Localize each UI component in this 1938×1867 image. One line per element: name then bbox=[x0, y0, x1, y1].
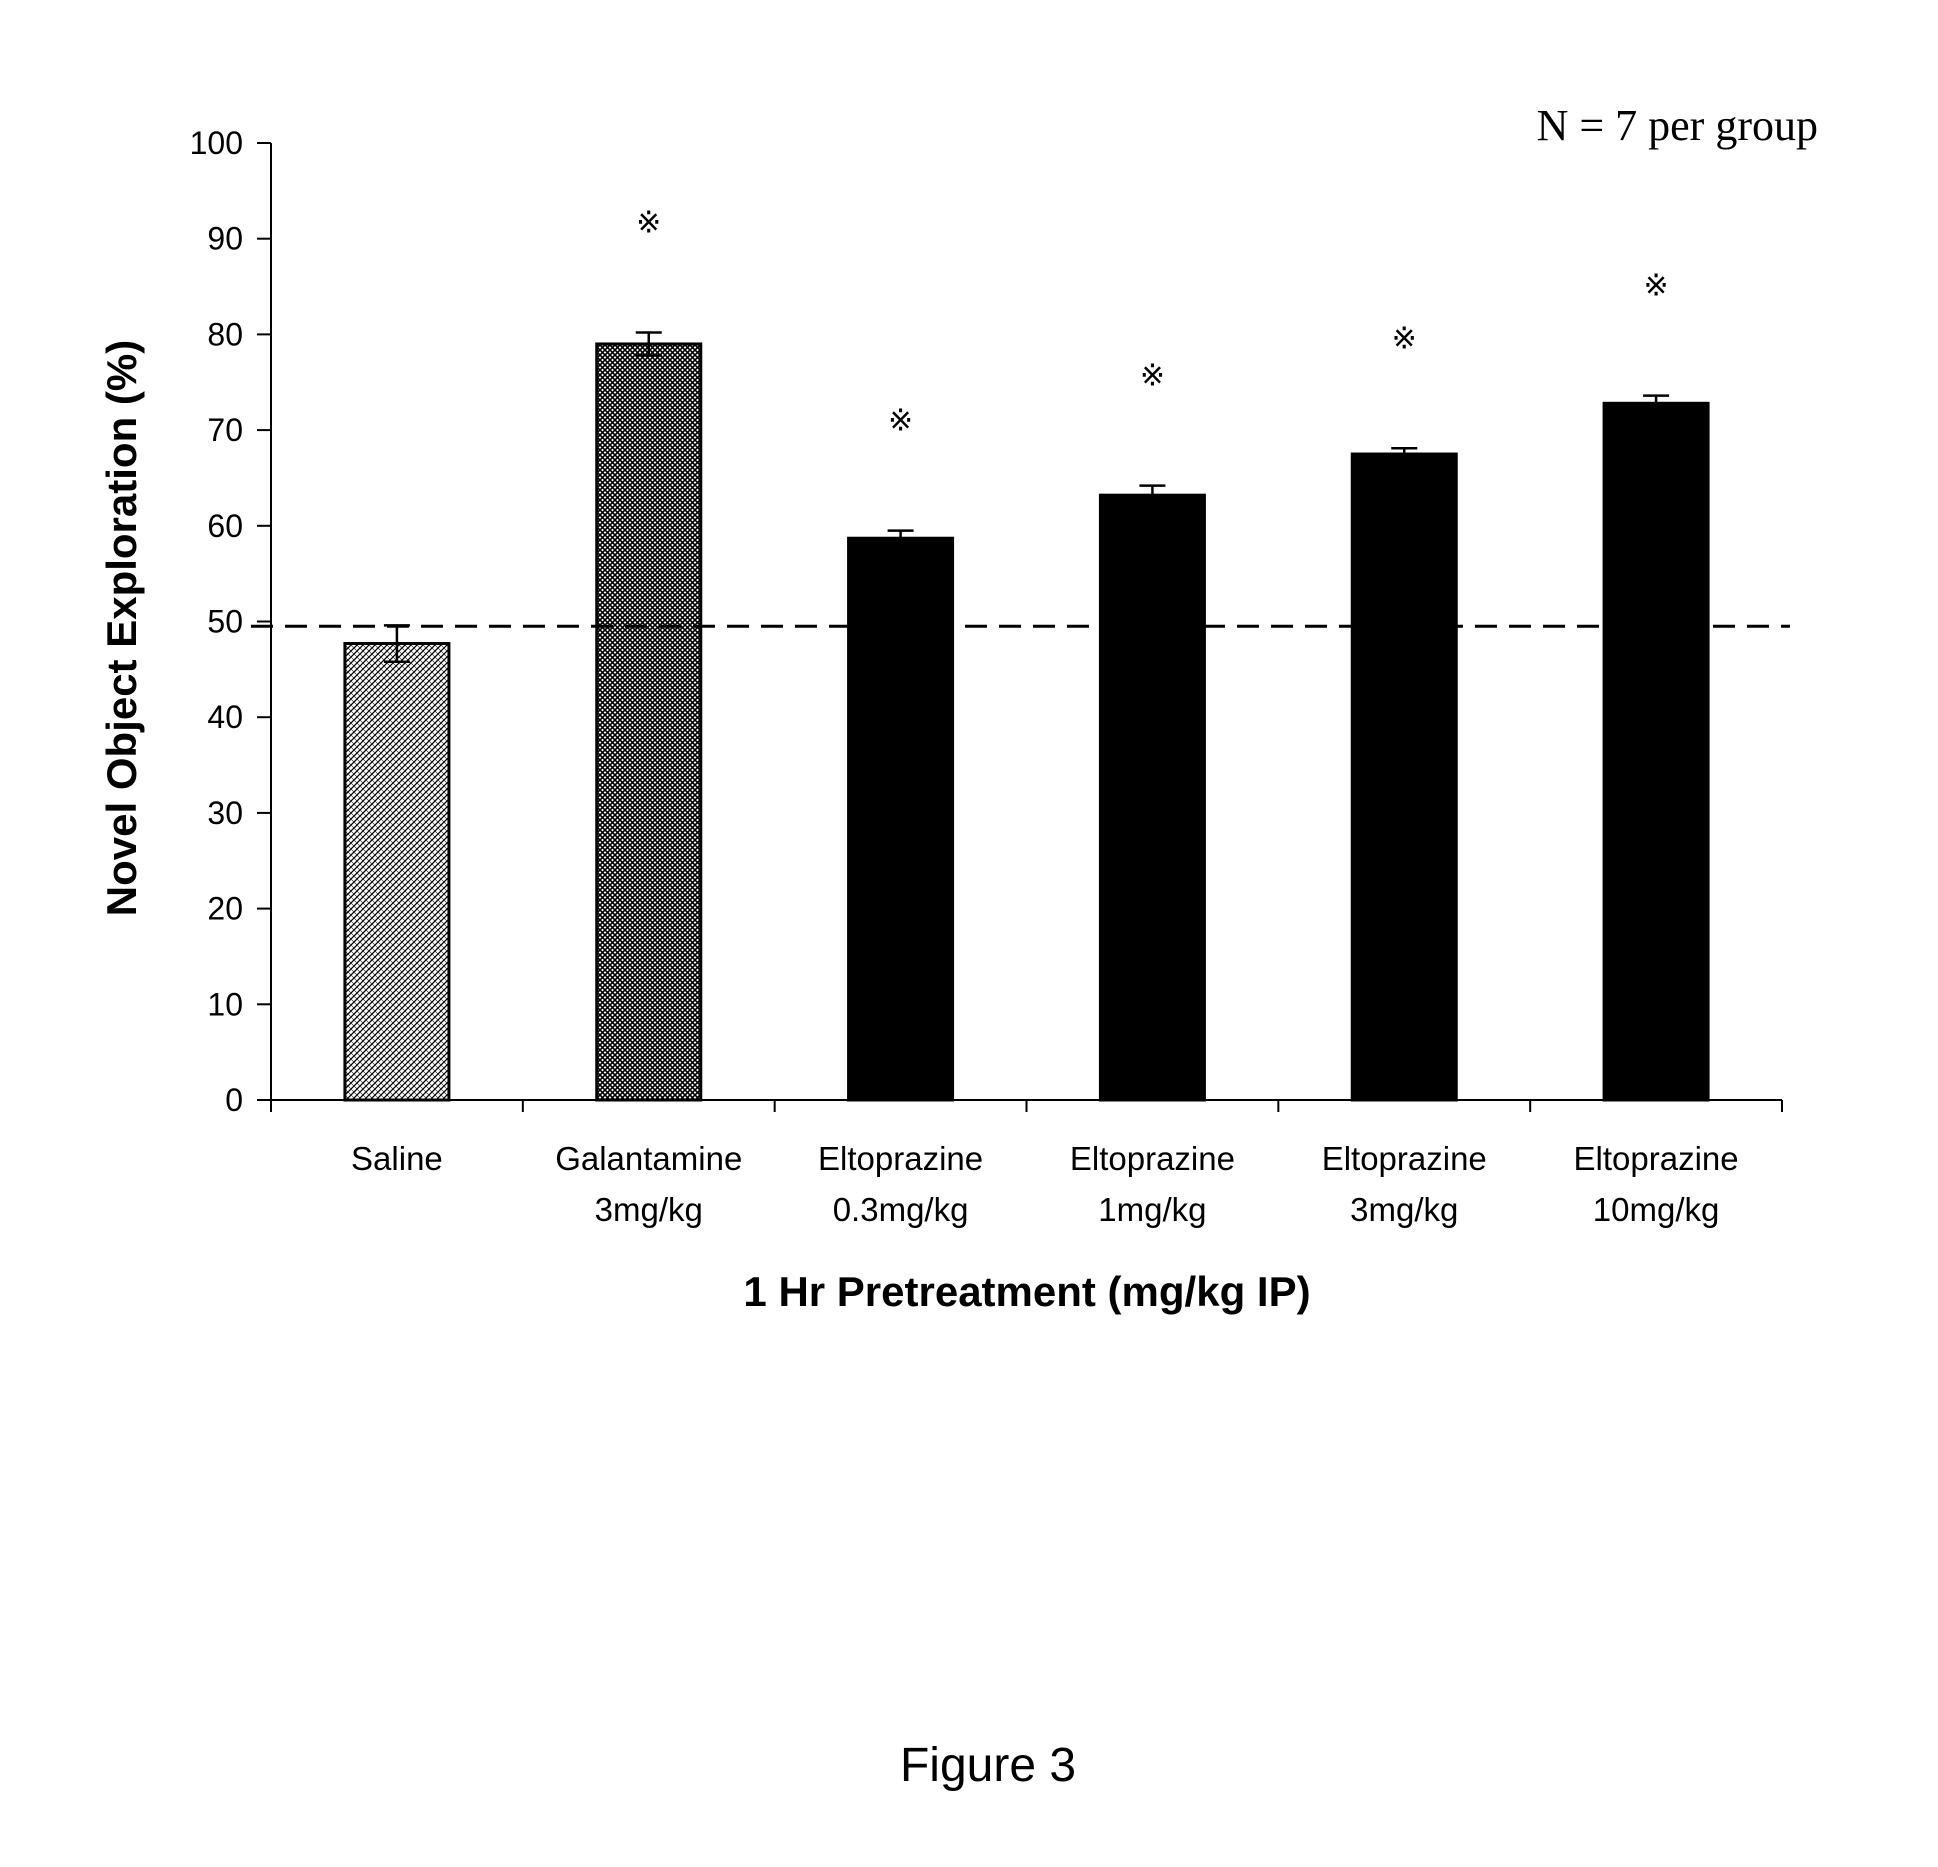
y-tick-label: 80 bbox=[207, 316, 243, 352]
category-label: Eltoprazine bbox=[1322, 1140, 1487, 1177]
y-tick-label: 0 bbox=[225, 1082, 243, 1118]
y-tick-label: 20 bbox=[207, 891, 243, 927]
y-tick-label: 10 bbox=[207, 986, 243, 1022]
figure-caption: Figure 3 bbox=[900, 1739, 1076, 1792]
category-label: Eltoprazine bbox=[1574, 1140, 1739, 1177]
significance-marker: ※ bbox=[888, 404, 913, 439]
category-label: 3mg/kg bbox=[1350, 1191, 1458, 1228]
significance-marker: ※ bbox=[1644, 269, 1669, 304]
category-label: 1mg/kg bbox=[1098, 1191, 1206, 1228]
y-axis-title: Novel Object Exploration (%) bbox=[98, 340, 145, 916]
category-label: Eltoprazine bbox=[818, 1140, 983, 1177]
y-tick-label: 60 bbox=[207, 508, 243, 544]
significance-marker: ※ bbox=[1392, 321, 1417, 356]
bar bbox=[1602, 401, 1710, 1102]
bar bbox=[595, 342, 703, 1102]
bar-series bbox=[343, 342, 1710, 1102]
significance-marker: ※ bbox=[636, 205, 661, 240]
category-label: Galantamine bbox=[555, 1140, 742, 1177]
group-size-annotation: N = 7 per group bbox=[1537, 101, 1818, 150]
significance-marker: ※ bbox=[1140, 359, 1165, 394]
y-tick-label: 40 bbox=[207, 699, 243, 735]
bar bbox=[847, 536, 955, 1102]
y-tick-label: 100 bbox=[190, 125, 243, 161]
y-tick-label: 70 bbox=[207, 412, 243, 448]
y-axis-ticks: 0 10 20 30 40 50 60 70 80 90 100 bbox=[190, 125, 271, 1118]
category-label: 3mg/kg bbox=[595, 1191, 703, 1228]
category-label: Saline bbox=[351, 1140, 443, 1177]
bar bbox=[343, 642, 451, 1102]
bar bbox=[1098, 493, 1206, 1102]
significance-markers: ※ ※ ※ ※ ※ bbox=[636, 205, 1668, 438]
y-tick-label: 30 bbox=[207, 795, 243, 831]
category-labels: Saline Galantamine 3mg/kg Eltoprazine 0.3mg/… bbox=[351, 1140, 1739, 1228]
x-axis-ticks bbox=[270, 1100, 1783, 1112]
y-tick-label: 50 bbox=[207, 604, 243, 640]
bar bbox=[1350, 452, 1458, 1102]
y-tick-label: 90 bbox=[207, 221, 243, 257]
category-label: 0.3mg/kg bbox=[833, 1191, 969, 1228]
error-bars bbox=[383, 331, 1670, 663]
category-label: Eltoprazine bbox=[1070, 1140, 1235, 1177]
x-axis-title: 1 Hr Pretreatment (mg/kg IP) bbox=[743, 1268, 1310, 1315]
category-label: 10mg/kg bbox=[1593, 1191, 1720, 1228]
